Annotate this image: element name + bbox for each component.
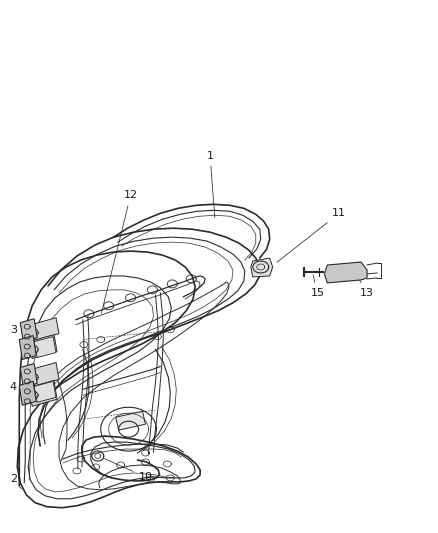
Polygon shape [29,335,57,359]
Text: 15: 15 [311,274,325,298]
Text: 2: 2 [10,474,21,489]
Polygon shape [19,382,36,405]
Polygon shape [31,318,59,341]
Polygon shape [116,411,145,430]
Text: 4: 4 [10,382,23,392]
Polygon shape [34,382,56,402]
Text: 11: 11 [277,208,346,262]
Text: 1: 1 [207,151,215,217]
Polygon shape [251,258,273,277]
Polygon shape [29,381,57,406]
Polygon shape [31,362,59,386]
Polygon shape [324,262,367,283]
Text: 12: 12 [102,190,138,313]
Text: 3: 3 [10,325,24,335]
Polygon shape [20,364,37,387]
Text: 13: 13 [356,273,374,298]
Polygon shape [20,319,37,342]
Polygon shape [19,336,36,360]
Text: 10: 10 [103,458,152,482]
Polygon shape [34,337,56,358]
